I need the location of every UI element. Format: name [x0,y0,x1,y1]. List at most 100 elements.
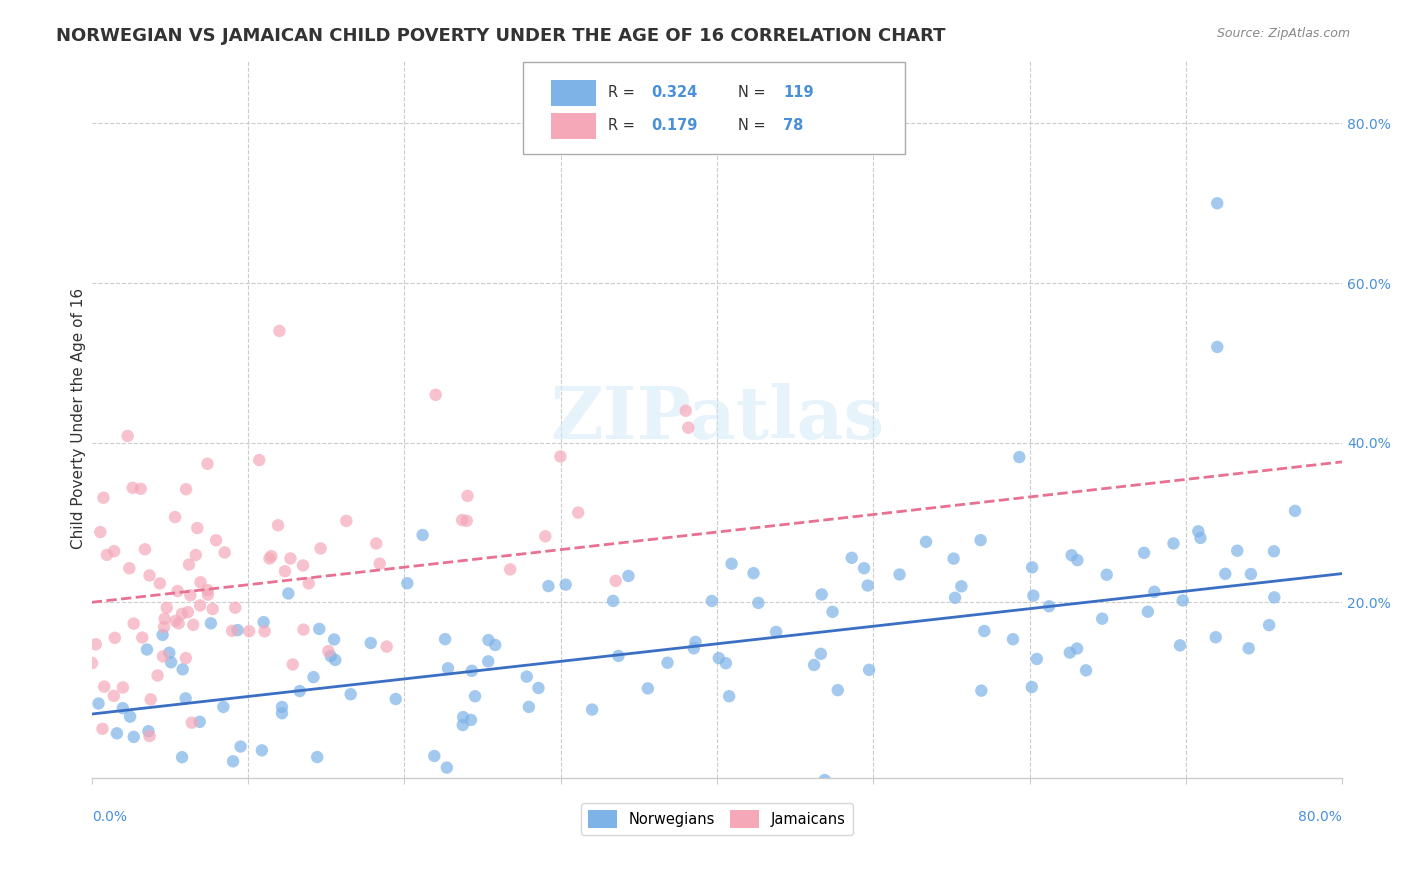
Text: 0.179: 0.179 [651,118,697,133]
Point [1095,567,1118,582]
Point [550,450,572,464]
Point [477,654,499,668]
Text: R =: R = [609,118,636,133]
Point [1038,599,1060,614]
Point [177,605,200,619]
Point [581,702,603,716]
Point [567,506,589,520]
Point [969,533,991,548]
Text: 119: 119 [783,85,814,100]
Point [134,542,156,557]
Point [682,641,704,656]
Point [602,594,624,608]
Point [499,562,522,576]
Point [180,715,202,730]
Text: NORWEGIAN VS JAMAICAN CHILD POVERTY UNDER THE AGE OF 16 CORRELATION CHART: NORWEGIAN VS JAMAICAN CHILD POVERTY UNDE… [56,27,946,45]
Point [714,657,737,671]
Point [915,534,938,549]
Point [368,557,391,571]
Text: N =: N = [738,118,766,133]
Point [118,561,141,575]
Point [537,579,560,593]
Point [810,647,832,661]
Point [105,726,128,740]
Point [167,616,190,631]
Point [160,655,183,669]
Text: 0.324: 0.324 [651,85,697,100]
Point [146,668,169,682]
Point [271,706,294,721]
Point [856,578,879,592]
Point [950,579,973,593]
Point [226,623,249,637]
Point [205,533,228,548]
Point [384,692,406,706]
Point [309,541,332,556]
Point [247,453,270,467]
Point [292,623,315,637]
Point [174,482,197,496]
Point [1205,630,1227,644]
Point [269,324,291,338]
Point [96,548,118,562]
Point [1189,531,1212,545]
Point [451,513,474,527]
Point [1060,548,1083,562]
Point [153,620,176,634]
Point [412,528,434,542]
Point [942,551,965,566]
Point [238,624,260,639]
Point [117,429,139,443]
Point [91,722,114,736]
Text: ZIPatlas: ZIPatlas [550,384,884,454]
Point [197,588,219,602]
Point [93,491,115,505]
Point [607,648,630,663]
Point [165,614,187,628]
Point [166,584,188,599]
Point [298,576,321,591]
Point [396,576,419,591]
Point [93,680,115,694]
Point [138,568,160,582]
Point [281,657,304,672]
Point [814,772,837,787]
Point [292,558,315,573]
Point [152,649,174,664]
Point [853,561,876,575]
Point [170,750,193,764]
Text: R =: R = [609,85,636,100]
Point [319,649,342,664]
Point [1206,340,1229,354]
Point [288,684,311,698]
Point [222,754,245,768]
Point [122,730,145,744]
Point [335,514,357,528]
Point [170,607,193,621]
Point [517,699,540,714]
Point [221,624,243,638]
Point [1263,591,1285,605]
Point [277,586,299,600]
Point [188,599,211,613]
Point [131,631,153,645]
Point [841,550,863,565]
Point [1168,639,1191,653]
Legend: Norwegians, Jamaicans: Norwegians, Jamaicans [581,803,853,835]
Point [451,710,474,724]
Point [190,575,212,590]
Point [718,690,741,704]
Point [889,567,911,582]
Point [637,681,659,696]
Point [685,635,707,649]
Point [138,724,160,739]
Point [139,692,162,706]
Point [323,632,346,647]
Point [1263,544,1285,558]
FancyBboxPatch shape [551,112,596,138]
Point [456,514,478,528]
Point [678,421,700,435]
Point [1226,543,1249,558]
Point [1284,504,1306,518]
Point [803,658,825,673]
